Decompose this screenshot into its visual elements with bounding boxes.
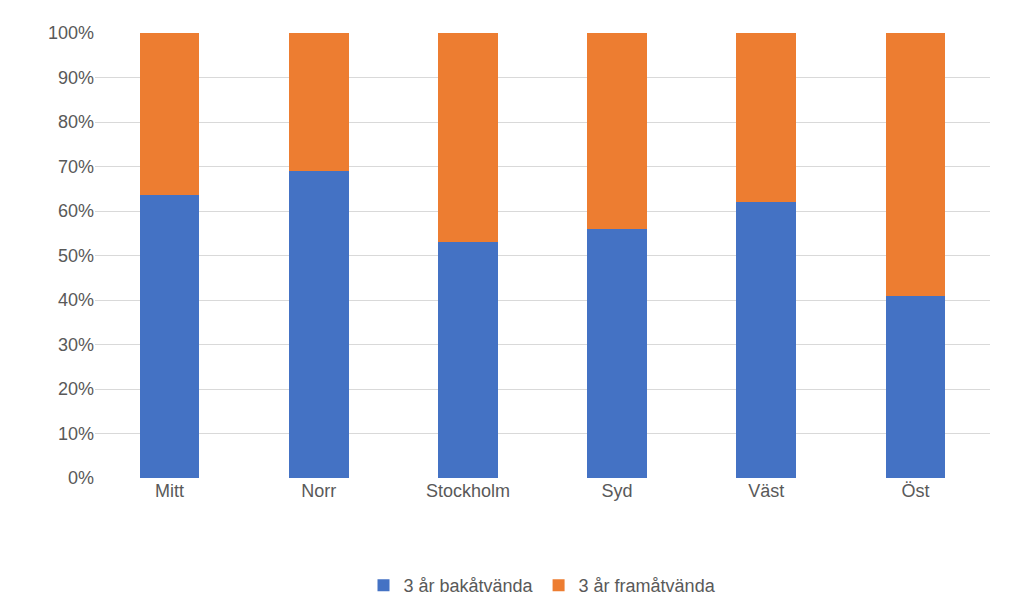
svg-text:3 år framåtvända: 3 år framåtvända bbox=[579, 576, 716, 596]
svg-text:Mitt: Mitt bbox=[155, 481, 184, 501]
svg-text:70%: 70% bbox=[58, 157, 94, 177]
svg-text:30%: 30% bbox=[58, 335, 94, 355]
svg-text:Syd: Syd bbox=[602, 481, 633, 501]
svg-text:Norr: Norr bbox=[301, 481, 336, 501]
svg-text:10%: 10% bbox=[58, 424, 94, 444]
svg-text:50%: 50% bbox=[58, 246, 94, 266]
svg-text:60%: 60% bbox=[58, 201, 94, 221]
svg-text:80%: 80% bbox=[58, 112, 94, 132]
svg-text:40%: 40% bbox=[58, 290, 94, 310]
svg-text:100%: 100% bbox=[48, 23, 94, 43]
svg-text:0%: 0% bbox=[68, 468, 94, 488]
svg-text:Öst: Öst bbox=[901, 481, 929, 501]
svg-text:Stockholm: Stockholm bbox=[426, 481, 510, 501]
svg-text:3 år bakåtvända: 3 år bakåtvända bbox=[404, 576, 534, 596]
svg-text:90%: 90% bbox=[58, 68, 94, 88]
svg-text:Väst: Väst bbox=[748, 481, 784, 501]
svg-text:20%: 20% bbox=[58, 379, 94, 399]
